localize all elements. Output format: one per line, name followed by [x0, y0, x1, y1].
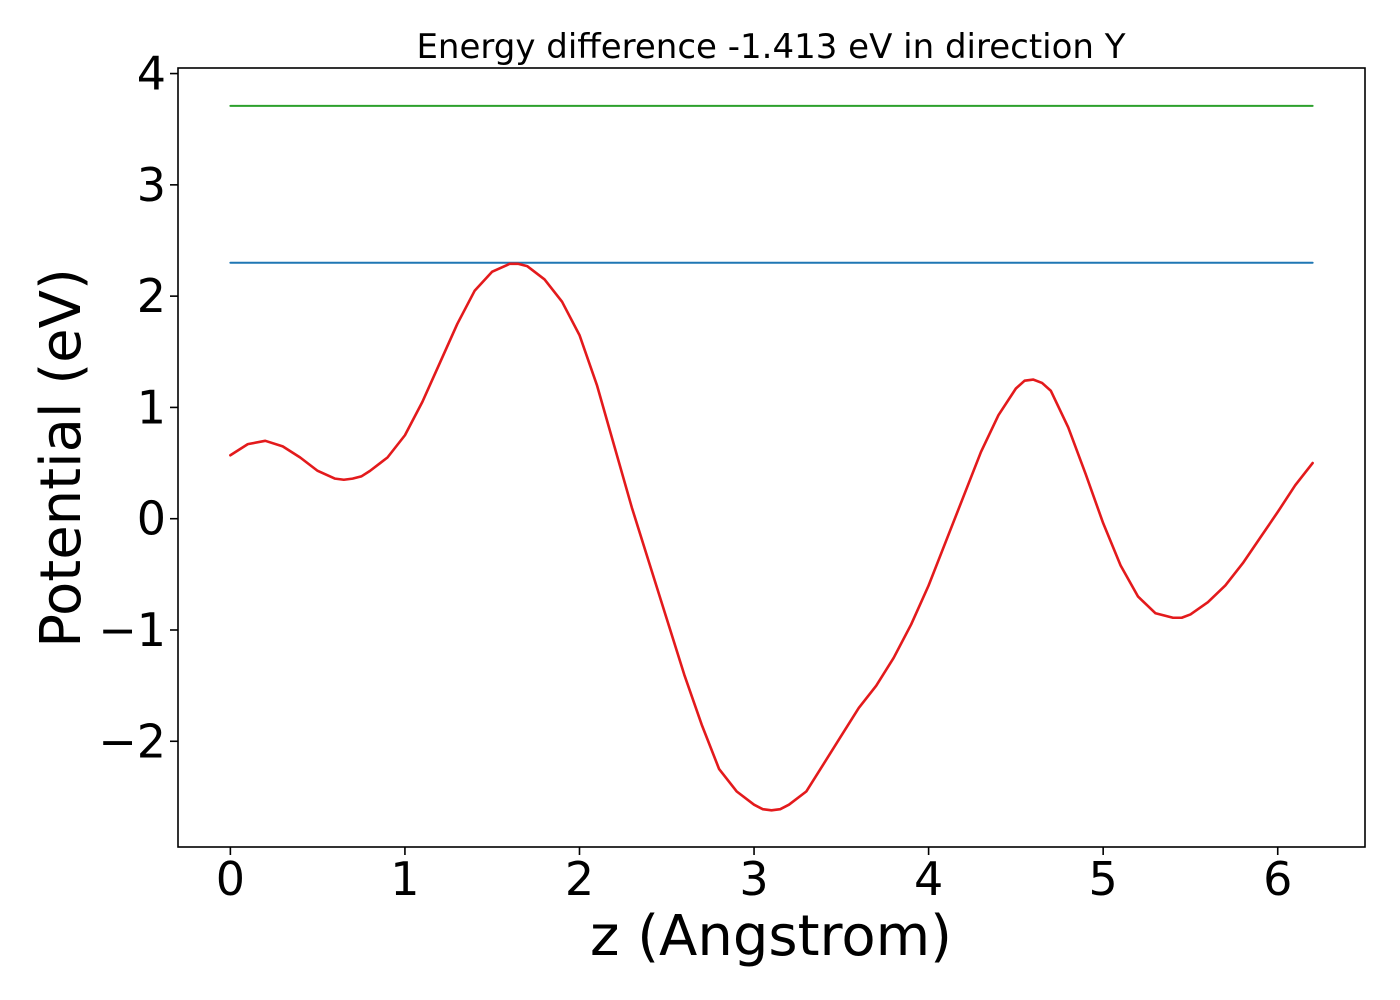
x-axis: 0 1 2 3 4 5 6: [216, 847, 1292, 906]
potential-curve-line: [229, 262, 1314, 812]
x-tick-label: 4: [914, 852, 943, 906]
x-tick-label: 5: [1089, 852, 1118, 906]
y-axis-label: Potential (eV): [29, 268, 94, 648]
y-tick-label: 3: [137, 158, 166, 212]
y-tick-label: 0: [137, 492, 166, 546]
y-tick-label: 4: [137, 47, 166, 101]
y-tick-label: 1: [137, 380, 166, 434]
y-tick-label: 2: [137, 269, 166, 323]
y-tick-label: −2: [98, 714, 166, 768]
y-tick-label: −1: [98, 603, 166, 657]
plot-frame: [177, 67, 1366, 848]
chart-title: Energy difference -1.413 eV in direction…: [416, 27, 1125, 67]
x-axis-label: z (Angstrom): [590, 904, 952, 969]
y-axis: −2 −1 0 1 2 3 4: [98, 47, 178, 768]
x-tick-label: 0: [216, 852, 245, 906]
series-layer: [229, 104, 1314, 812]
x-tick-label: 1: [390, 852, 419, 906]
x-tick-label: 3: [739, 852, 768, 906]
x-tick-label: 2: [565, 852, 594, 906]
x-tick-label: 6: [1263, 852, 1292, 906]
